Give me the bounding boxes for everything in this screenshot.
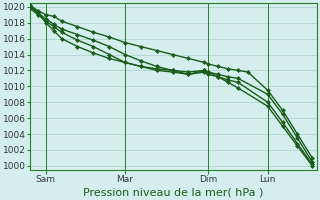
X-axis label: Pression niveau de la mer( hPa ): Pression niveau de la mer( hPa ) (84, 187, 264, 197)
